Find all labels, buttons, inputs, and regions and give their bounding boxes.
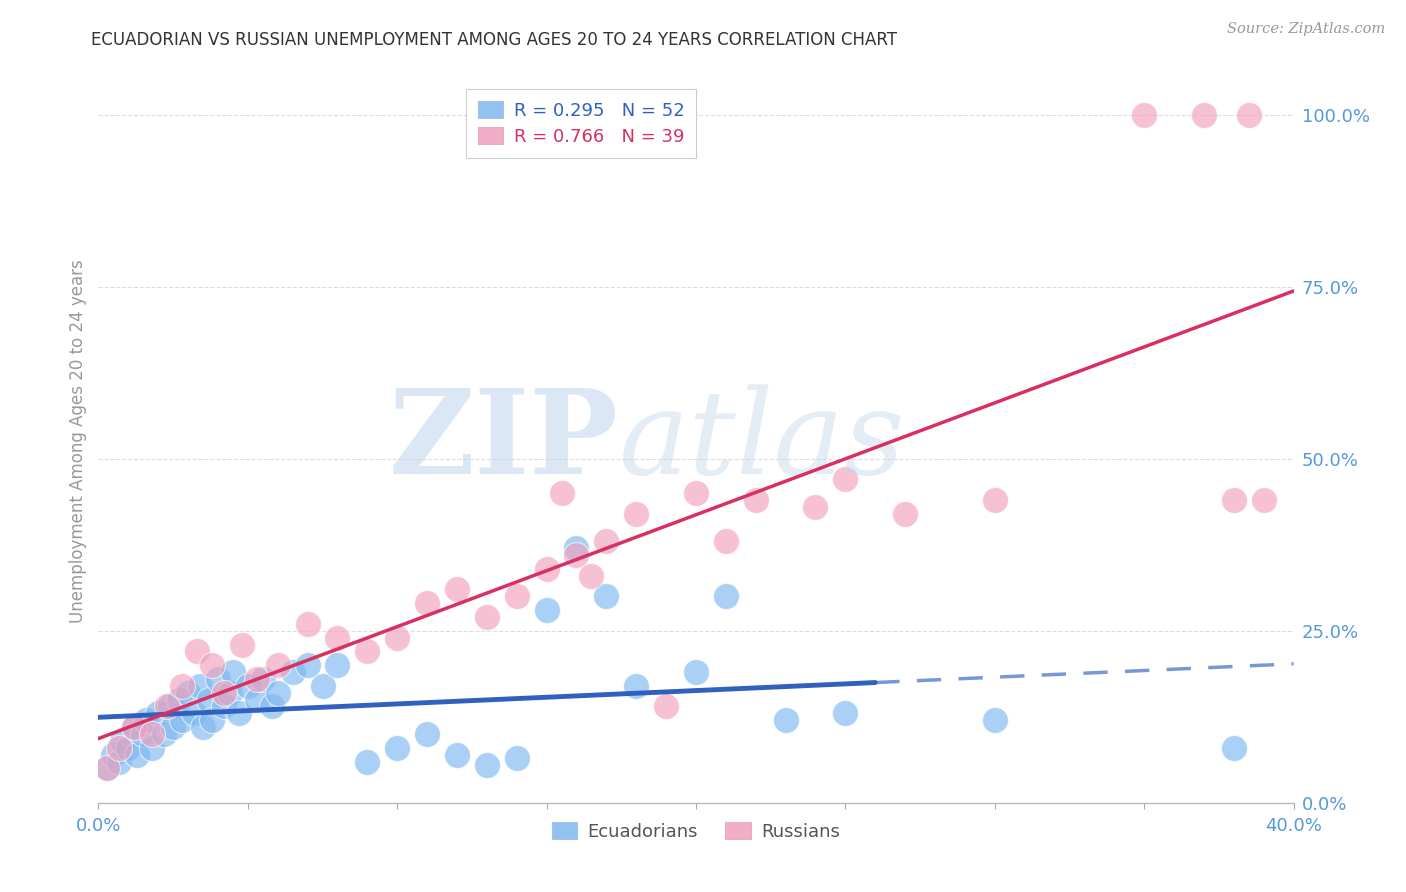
Point [111,734,134,748]
Point [714,534,737,549]
Point [1133,108,1156,122]
Point [356,755,378,769]
Point [198,692,221,706]
Point [267,658,290,673]
Point [167,692,190,706]
Point [745,493,768,508]
Point [565,548,588,562]
Point [96,761,118,775]
Point [326,631,349,645]
Point [416,596,439,610]
Point [141,727,163,741]
Y-axis label: Unemployment Among Ages 20 to 24 years: Unemployment Among Ages 20 to 24 years [69,260,87,624]
Point [267,686,290,700]
Point [506,590,529,604]
Point [385,740,409,755]
Point [984,493,1007,508]
Point [655,699,678,714]
Text: atlas: atlas [619,384,904,499]
Point [550,486,572,500]
Point [219,686,242,700]
Point [127,747,149,762]
Point [124,720,146,734]
Point [222,665,245,679]
Point [581,568,603,582]
Point [626,679,648,693]
Point [148,706,170,721]
Point [246,672,269,686]
Point [172,679,194,693]
Point [714,590,737,604]
Point [177,686,200,700]
Point [201,658,224,673]
Point [156,699,179,714]
Point [153,727,176,741]
Point [159,699,181,714]
Point [685,486,707,500]
Point [565,541,588,556]
Point [506,751,529,765]
Text: ZIP: ZIP [388,384,619,499]
Point [984,713,1007,727]
Point [385,631,409,645]
Point [135,713,157,727]
Point [231,638,253,652]
Point [252,672,274,686]
Point [626,507,648,521]
Point [326,658,349,673]
Point [96,761,118,775]
Point [188,679,211,693]
Point [297,616,319,631]
Point [201,713,224,727]
Point [536,562,558,576]
Point [103,747,125,762]
Point [108,740,131,755]
Point [356,644,378,658]
Point [804,500,827,514]
Point [297,658,319,673]
Point [1253,493,1275,508]
Point [595,534,617,549]
Point [183,706,205,721]
Point [191,720,214,734]
Point [260,699,283,714]
Point [1192,108,1215,122]
Point [186,644,208,658]
Point [212,699,235,714]
Point [475,758,498,772]
Text: Source: ZipAtlas.com: Source: ZipAtlas.com [1226,22,1385,37]
Point [108,755,131,769]
Point [894,507,917,521]
Point [834,472,856,486]
Point [475,610,498,624]
Point [446,582,468,597]
Point [162,720,184,734]
Point [446,747,468,762]
Point [124,720,146,734]
Point [595,590,617,604]
Point [212,686,235,700]
Point [246,692,269,706]
Point [172,713,194,727]
Point [141,740,163,755]
Point [834,706,856,721]
Point [132,727,155,741]
Point [536,603,558,617]
Text: ECUADORIAN VS RUSSIAN UNEMPLOYMENT AMONG AGES 20 TO 24 YEARS CORRELATION CHART: ECUADORIAN VS RUSSIAN UNEMPLOYMENT AMONG… [91,31,897,49]
Point [416,727,439,741]
Point [281,665,304,679]
Point [207,672,229,686]
Point [236,679,259,693]
Point [1223,740,1246,755]
Legend: Ecuadorians, Russians: Ecuadorians, Russians [544,814,848,848]
Point [1223,493,1246,508]
Point [311,679,333,693]
Point [117,740,139,755]
Point [685,665,707,679]
Point [228,706,250,721]
Point [1237,108,1260,122]
Point [775,713,797,727]
